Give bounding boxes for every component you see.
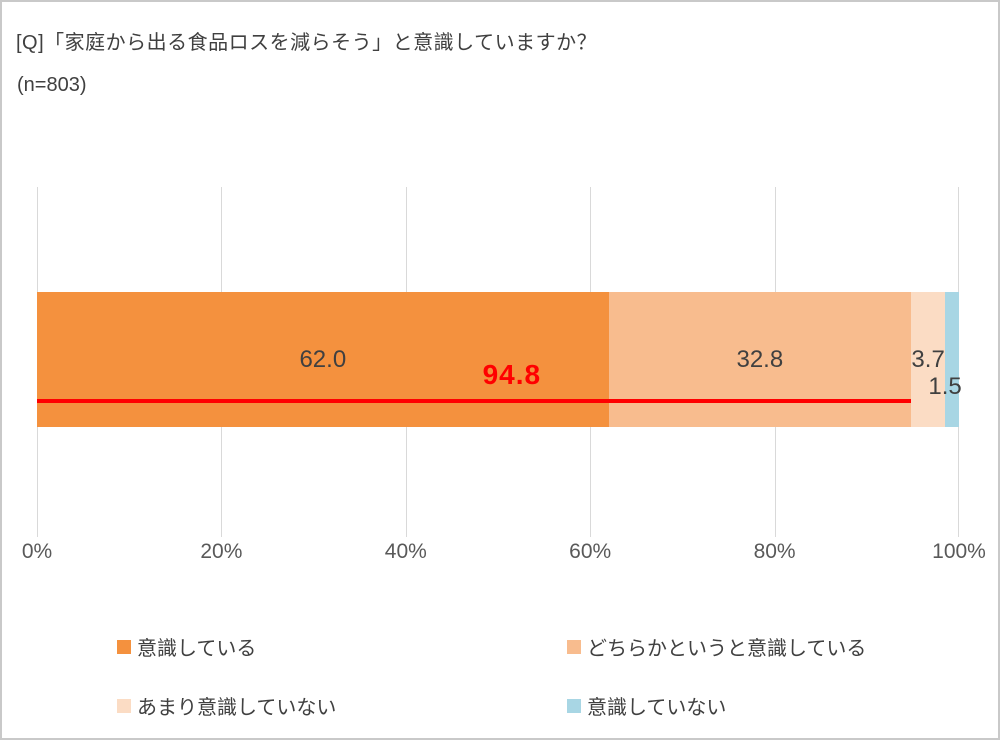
legend: 意識している どちらかというと意識しているあまり意識していない 意識していない (117, 632, 866, 720)
x-axis-tick: 80% (753, 540, 796, 563)
bar-value-label: 32.8 (736, 345, 784, 373)
legend-label: どちらかというと意識している (587, 638, 867, 660)
annotation-line (37, 399, 912, 403)
bar-segment-4 (945, 292, 959, 427)
chart-subtitle: (n=803) (17, 74, 87, 96)
bar-value-label: 3.7 (911, 345, 945, 373)
x-axis-tick: 100% (932, 540, 986, 563)
x-axis-tick: 60% (569, 540, 612, 563)
legend-item: あまり意識していない (117, 691, 567, 720)
x-axis-tick: 0% (21, 540, 53, 563)
legend-item: どちらかというと意識している (567, 632, 866, 661)
stacked-bar: 62.0 32.8 3.7 1.5 (37, 292, 962, 427)
annotation-label: 94.8 (482, 359, 542, 390)
bar-segment-2 (608, 292, 912, 427)
legend-item: 意識していない (567, 691, 866, 720)
bar-value-label: 62.0 (299, 345, 347, 373)
x-axis-tick: 20% (200, 540, 243, 563)
plot-area: 62.0 32.8 3.7 1.5 94.8 (37, 187, 962, 537)
legend-label: 意識している (137, 638, 257, 660)
bar-segment-3 (911, 292, 946, 427)
legend-item: 意識している (117, 632, 567, 661)
chart-title: [Q]「家庭から出る食品ロスを減らそう」と意識していますか？ (16, 32, 598, 54)
x-axis-tick: 40% (384, 540, 427, 563)
legend-marker (567, 698, 581, 713)
legend-marker (567, 639, 581, 654)
bar-segment-1 (37, 292, 609, 427)
legend-marker (117, 639, 131, 654)
legend-marker (117, 698, 131, 713)
bar-value-label: 1.5 (928, 372, 962, 400)
legend-label: あまり意識していない (137, 697, 337, 719)
legend-label: 意識していない (587, 697, 727, 719)
x-axis: 0% 20% 40% 60% 80% 100% (22, 540, 986, 568)
